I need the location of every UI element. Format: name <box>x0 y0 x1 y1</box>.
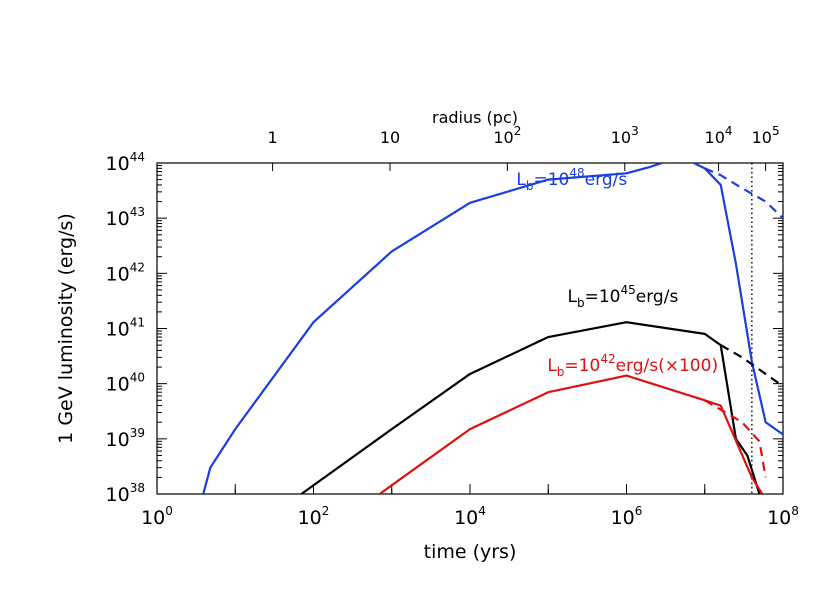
plot-area: 100 102 104 106 1081038103910401041104210431… <box>106 124 799 529</box>
x-tick-label: 102 <box>298 504 330 529</box>
y-tick-label: 1041 <box>106 316 145 341</box>
x-tick-label: 108 <box>767 504 799 529</box>
x-tick-label: 100 <box>141 504 173 529</box>
top-tick-label: 103 <box>611 124 639 147</box>
y-tick-label: 1042 <box>106 260 145 285</box>
top-tick-label: 10 <box>380 128 400 147</box>
top-tick-label: 104 <box>705 124 733 147</box>
series-0-label: Lb=1048erg/s <box>516 166 627 193</box>
series-1-dashed <box>720 344 783 388</box>
series-2-line <box>378 374 764 494</box>
y-tick-label: 1040 <box>106 371 145 396</box>
series-1-line <box>300 321 761 494</box>
series-0-dashed <box>704 167 783 219</box>
series-2-dashed <box>704 399 767 478</box>
top-tick-label: 102 <box>493 124 521 147</box>
y-tick-label: 1043 <box>106 205 145 230</box>
series-0-line <box>202 163 783 494</box>
series-2-label: Lb=1042erg/s(×100) <box>547 352 718 379</box>
x-axis-title: time (yrs) <box>424 541 517 563</box>
x-tick-label: 106 <box>611 504 643 529</box>
y-axis-title: 1 GeV luminosity (erg/s) <box>55 213 77 444</box>
top-axis-title: radius (pc) <box>432 108 518 127</box>
y-tick-label: 1039 <box>106 426 145 451</box>
series-1-label: Lb=1045erg/s <box>568 283 679 310</box>
y-tick-label: 1038 <box>106 481 145 506</box>
x-tick-label: 104 <box>454 504 486 529</box>
top-tick-label: 105 <box>752 124 780 147</box>
y-tick-label: 1044 <box>106 150 145 175</box>
plot-frame <box>156 162 784 495</box>
top-tick-label: 1 <box>267 128 277 147</box>
curves <box>202 163 783 494</box>
